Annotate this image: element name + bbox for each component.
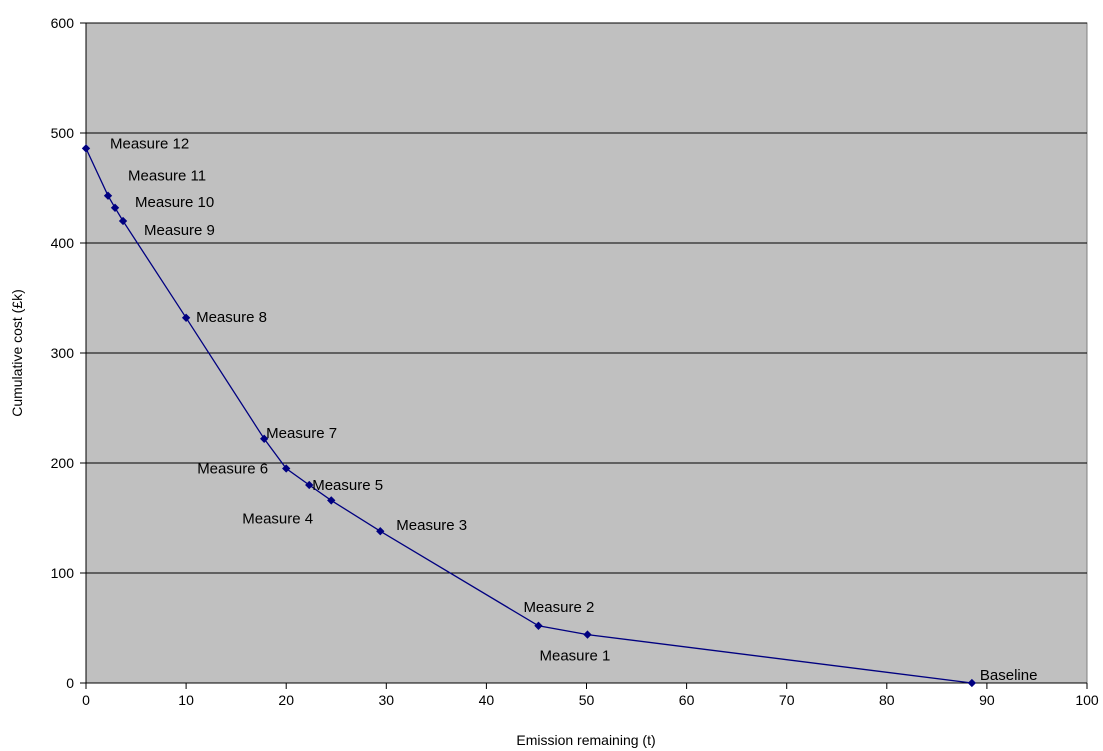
data-point — [181, 313, 191, 322]
y-tick-label: 300 — [51, 345, 75, 361]
point-label: Measure 3 — [396, 517, 467, 534]
x-tick-label: 90 — [979, 692, 995, 708]
y-tick-label: 500 — [51, 125, 75, 141]
point-label: Measure 2 — [523, 599, 594, 616]
data-point — [305, 480, 314, 490]
point-label: Measure 10 — [135, 194, 214, 211]
x-tick-label: 50 — [579, 692, 595, 708]
y-tick-label: 200 — [51, 455, 75, 471]
x-tick-label: 80 — [879, 692, 895, 708]
point-label: Measure 6 — [197, 461, 268, 478]
x-tick-label: 10 — [178, 692, 194, 708]
point-label: Measure 11 — [128, 168, 206, 185]
data-point — [81, 144, 91, 153]
point-label: Measure 4 — [242, 510, 313, 527]
data-point — [583, 630, 592, 639]
data-point — [967, 678, 977, 688]
y-tick-label: 600 — [51, 15, 75, 31]
data-point — [327, 496, 336, 505]
x-tick-label: 20 — [278, 692, 294, 708]
data-point — [282, 464, 291, 473]
point-label: Baseline — [980, 667, 1038, 684]
point-label: Measure 7 — [266, 425, 337, 442]
x-axis-title: Emission remaining (t) — [516, 732, 655, 748]
series-layer — [81, 144, 977, 688]
data-point — [376, 527, 385, 536]
grid-lines — [86, 22, 1087, 574]
point-label: Measure 9 — [144, 222, 215, 239]
point-label: Measure 5 — [312, 477, 383, 494]
y-axis-title: Cumulative cost (£k) — [9, 289, 25, 417]
y-tick-label: 0 — [66, 675, 74, 691]
y-axis-ticks: 0 100 200 300 400 500 600 — [51, 15, 86, 691]
y-tick-label: 400 — [51, 235, 75, 251]
point-label: Measure 1 — [540, 648, 611, 665]
data-point — [103, 191, 113, 200]
x-tick-label: 70 — [779, 692, 795, 708]
x-tick-label: 40 — [479, 692, 495, 708]
x-tick-label: 30 — [379, 692, 395, 708]
point-label: Measure 12 — [110, 135, 189, 152]
data-point — [534, 621, 543, 630]
x-tick-label: 100 — [1075, 692, 1099, 708]
data-point — [110, 203, 120, 212]
point-label: Measure 8 — [196, 309, 267, 326]
point-labels: Baseline Measure 1 Measure 2 Measure 3 Measu… — [110, 135, 1037, 684]
data-point — [260, 434, 269, 443]
y-tick-label: 100 — [51, 565, 75, 581]
x-tick-label: 60 — [679, 692, 695, 708]
data-point — [118, 216, 128, 226]
x-tick-label: 0 — [82, 692, 90, 708]
x-axis-ticks: 0 10 20 30 40 50 60 70 80 90 100 — [82, 683, 1099, 708]
